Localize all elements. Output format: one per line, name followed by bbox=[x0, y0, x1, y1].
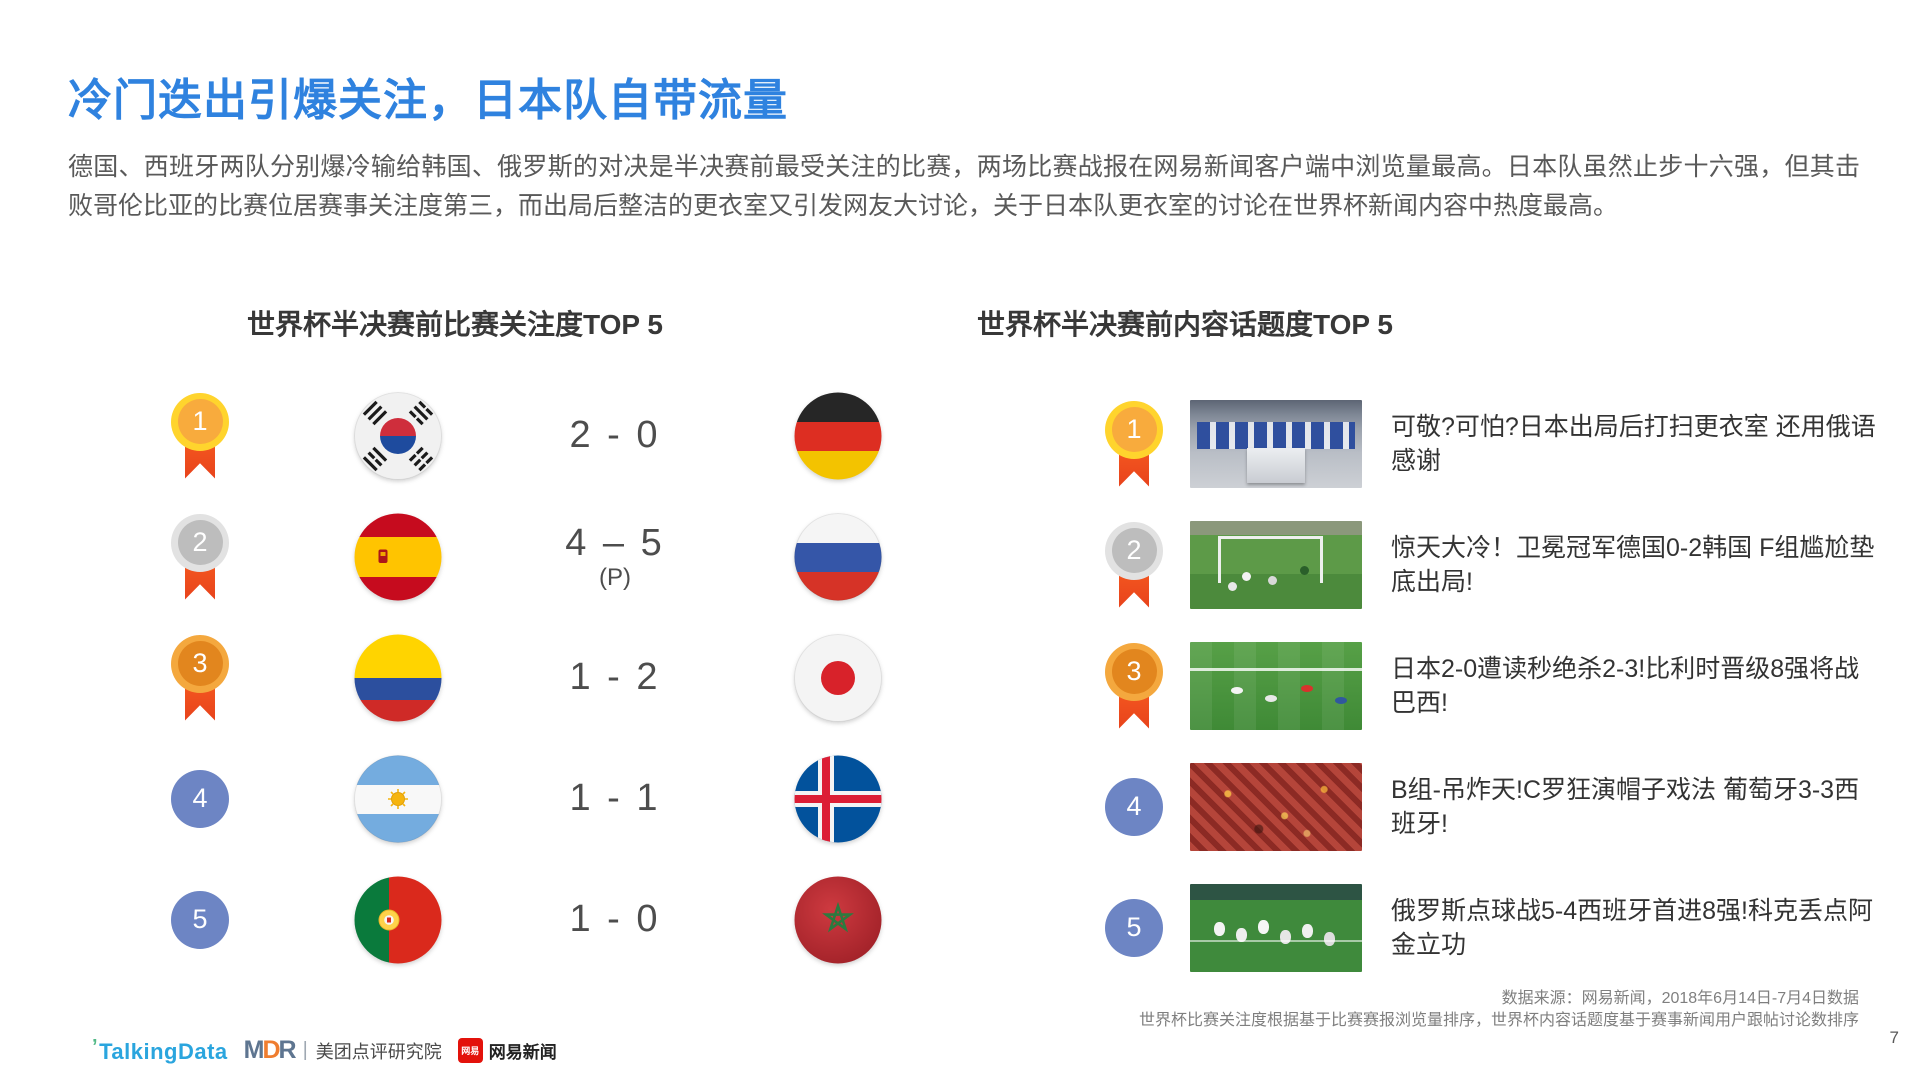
bronze-medal-icon: 3 bbox=[1105, 642, 1163, 729]
topic-item-1: 1 可敬?可怕?日本出局后打扫更衣室 还用俄语感谢 bbox=[1090, 383, 1880, 504]
news-headline: 日本2-0遭读秒绝杀2-3!比利时晋级8强将战巴西! bbox=[1391, 654, 1860, 717]
talkingdata-tick-icon: ’ bbox=[92, 1036, 99, 1058]
match-attention-list: 1 2 - 0 2 bbox=[120, 375, 970, 980]
rank-number: 1 bbox=[177, 399, 223, 444]
flag-germany-icon bbox=[794, 392, 881, 479]
topic-item-2: 2 惊天大冷！卫冕冠军德国0-2韩国 F组尴尬垫底出局! bbox=[1090, 504, 1880, 625]
match-row-3: 3 1 - 2 bbox=[120, 617, 970, 738]
match-score: 1 - 2 bbox=[569, 656, 661, 698]
rank-number: 4 bbox=[192, 783, 208, 813]
mdr-label: 美团点评研究院 bbox=[315, 1041, 442, 1062]
news-headline: 可敬?可怕?日本出局后打扫更衣室 还用俄语感谢 bbox=[1391, 412, 1876, 475]
rank-number: 3 bbox=[177, 641, 223, 686]
data-source-note: 数据来源：网易新闻，2018年6月14日-7月4日数据 世界杯比赛关注度根据基于… bbox=[1139, 988, 1859, 1032]
rank-circle: 5 bbox=[1105, 898, 1163, 957]
logo-divider: | bbox=[302, 1039, 308, 1061]
flag-morocco-icon bbox=[794, 876, 881, 963]
rank-number: 5 bbox=[1126, 912, 1142, 942]
score-cell: 1 - 0 bbox=[569, 898, 660, 941]
score-cell: 4 – 5 (P) bbox=[565, 522, 665, 591]
news-thumbnail-crowd bbox=[1190, 762, 1362, 851]
source-line-1: 数据来源：网易新闻，2018年6月14日-7月4日数据 bbox=[1501, 990, 1859, 1007]
topic-item-5: 5 俄罗斯点球战5-4西班牙首进8强!科克丢点阿金立功 bbox=[1090, 867, 1880, 988]
netease-label: 网易新闻 bbox=[488, 1043, 557, 1062]
gold-medal-icon: 1 bbox=[1105, 400, 1163, 487]
match-row-2: 2 4 – 5 (P) bbox=[120, 496, 970, 617]
body-paragraph: 德国、西班牙两队分别爆冷输给韩国、俄罗斯的对决是半决赛前最受关注的比赛，两场比赛… bbox=[68, 153, 1860, 220]
score-cell: 2 - 0 bbox=[569, 414, 660, 457]
news-headline: 惊天大冷！卫冕冠军德国0-2韩国 F组尴尬垫底出局! bbox=[1391, 533, 1875, 596]
score-note: (P) bbox=[599, 564, 631, 591]
source-line-2: 世界杯比赛关注度根据基于比赛赛报浏览量排序，世界杯内容话题度基于赛事新闻用户跟帖… bbox=[1138, 1012, 1859, 1029]
rank-circle: 4 bbox=[1105, 777, 1163, 836]
rank-circle: 4 bbox=[171, 769, 229, 828]
score-cell: 1 - 1 bbox=[569, 777, 660, 820]
rank-number: 1 bbox=[1111, 407, 1157, 452]
rank-number: 5 bbox=[192, 904, 208, 934]
flag-spain-icon bbox=[354, 513, 441, 600]
rank-number: 2 bbox=[177, 520, 223, 565]
content-topic-list: 1 可敬?可怕?日本出局后打扫更衣室 还用俄语感谢 2 惊天大冷！卫冕冠军德国0… bbox=[1090, 383, 1880, 988]
topic-item-4: 4 B组-吊炸天!C罗狂演帽子戏法 葡萄牙3-3西班牙! bbox=[1090, 746, 1880, 867]
news-thumbnail-pitch bbox=[1190, 641, 1362, 730]
score-cell: 1 - 2 bbox=[569, 656, 660, 699]
match-score: 1 - 0 bbox=[569, 898, 661, 940]
flag-russia-icon bbox=[793, 512, 882, 601]
silver-medal-icon: 2 bbox=[1105, 521, 1163, 608]
silver-medal-icon: 2 bbox=[171, 513, 229, 600]
bronze-medal-icon: 3 bbox=[171, 634, 229, 721]
page-title: 冷门迭出引爆关注，日本队自带流量 bbox=[68, 76, 788, 125]
rank-number: 2 bbox=[1111, 528, 1157, 573]
news-thumbnail-celebration bbox=[1190, 883, 1362, 972]
rank-number: 3 bbox=[1111, 649, 1157, 694]
news-thumbnail-goal-scene bbox=[1190, 520, 1362, 609]
match-score: 1 - 1 bbox=[569, 777, 661, 819]
gold-medal-icon: 1 bbox=[171, 392, 229, 479]
flag-japan-icon bbox=[793, 633, 882, 722]
rank-circle: 5 bbox=[171, 890, 229, 949]
right-panel-heading: 世界杯半决赛前内容话题度TOP 5 bbox=[977, 309, 1393, 340]
mdr-mark-icon: MDR bbox=[243, 1036, 297, 1064]
flag-portugal-icon bbox=[354, 876, 441, 963]
page-number: 7 bbox=[1889, 1028, 1899, 1047]
news-headline: B组-吊炸天!C罗狂演帽子戏法 葡萄牙3-3西班牙! bbox=[1391, 775, 1860, 838]
talkingdata-logo: ’TalkingData bbox=[92, 1036, 228, 1065]
flag-south-korea-icon bbox=[353, 391, 442, 480]
talkingdata-wordmark: TalkingData bbox=[99, 1039, 228, 1064]
match-row-5: 5 1 - 0 bbox=[120, 859, 970, 980]
flag-argentina-icon bbox=[353, 754, 442, 843]
netease-badge-icon: 网易 bbox=[457, 1038, 483, 1063]
news-headline: 俄罗斯点球战5-4西班牙首进8强!科克丢点阿金立功 bbox=[1391, 896, 1873, 959]
match-row-4: 4 1 - 1 bbox=[120, 738, 970, 859]
left-panel-heading: 世界杯半决赛前比赛关注度TOP 5 bbox=[247, 309, 663, 340]
netease-news-logo: 网易 网易新闻 bbox=[457, 1038, 557, 1063]
flag-iceland-icon bbox=[794, 755, 881, 842]
flag-colombia-icon bbox=[354, 634, 441, 721]
match-row-1: 1 2 - 0 bbox=[120, 375, 970, 496]
match-score: 2 - 0 bbox=[569, 414, 661, 456]
match-score: 4 – 5 bbox=[565, 522, 665, 564]
rank-number: 4 bbox=[1126, 791, 1142, 821]
meituan-dianping-logo: MDR | 美团点评研究院 bbox=[244, 1036, 442, 1065]
news-thumbnail-locker-room bbox=[1190, 399, 1362, 488]
logo-bar: ’TalkingData MDR | 美团点评研究院 网易 网易新闻 bbox=[92, 1036, 557, 1065]
topic-item-3: 3 日本2-0遭读秒绝杀2-3!比利时晋级8强将战巴西! bbox=[1090, 625, 1880, 746]
